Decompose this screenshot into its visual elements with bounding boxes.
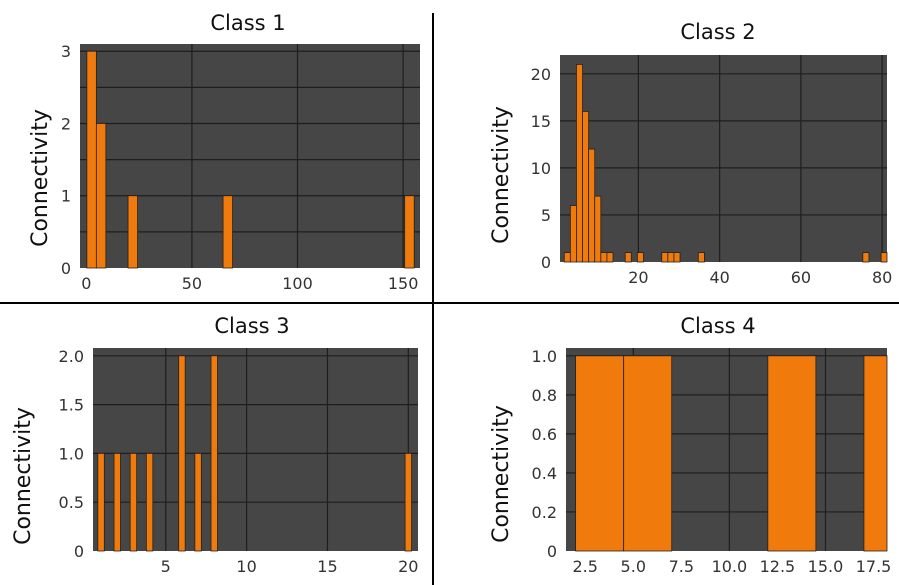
histogram-bar bbox=[667, 252, 675, 263]
histogram-bar bbox=[86, 50, 97, 269]
panel-class-1: 0 50 100 150 0 1 2 3 Class 1 Connectivity bbox=[28, 11, 420, 293]
histogram-bar bbox=[404, 195, 415, 269]
x-tick-label: 10.0 bbox=[712, 557, 748, 576]
x-tick-label: 0 bbox=[81, 274, 91, 293]
histogram-bar bbox=[95, 123, 107, 269]
x-tick-label: 100 bbox=[282, 274, 313, 293]
x-tick-label: 12.5 bbox=[760, 557, 796, 576]
histogram-bar bbox=[127, 195, 138, 269]
x-tick-label: 10 bbox=[236, 557, 256, 576]
y-tick-label: 0 bbox=[61, 259, 71, 278]
x-tick-label: 5 bbox=[161, 557, 171, 576]
y-axis-label: Connectivity bbox=[28, 109, 53, 247]
histogram-bar bbox=[863, 355, 888, 552]
x-tick-label: 20 bbox=[398, 557, 418, 576]
histogram-bar bbox=[97, 453, 105, 552]
histogram-bar bbox=[697, 252, 705, 263]
x-tick-label: 150 bbox=[388, 274, 419, 293]
histogram-bar bbox=[563, 252, 571, 263]
x-tick-label: 15 bbox=[317, 557, 337, 576]
histogram-bar bbox=[880, 252, 888, 263]
panel-class-4: 2.5 5.0 7.5 10.0 12.5 15.0 17.5 0 0.2 0.4 0.6 0.8 1.… bbox=[489, 314, 891, 576]
y-tick-label: 2 bbox=[61, 114, 71, 133]
histogram-bar bbox=[862, 252, 870, 263]
histogram-bar bbox=[623, 355, 673, 552]
y-tick-label: 3 bbox=[61, 42, 71, 61]
histogram-bar bbox=[624, 252, 632, 263]
panel-class-3: 5 10 15 20 0 0.5 1.0 1.5 2.0 Class 3 Connectivity bbox=[11, 314, 418, 576]
histogram-bar bbox=[145, 453, 154, 552]
y-tick-label: 20 bbox=[531, 65, 551, 84]
y-tick-label: 5 bbox=[541, 206, 551, 225]
y-tick-label: 10 bbox=[531, 159, 551, 178]
panel-title: Class 3 bbox=[214, 314, 289, 338]
histogram-bar bbox=[129, 453, 138, 552]
histogram-bar bbox=[588, 148, 596, 263]
histogram-bar bbox=[661, 252, 669, 263]
histogram-bar bbox=[404, 453, 412, 552]
histogram-bar bbox=[673, 252, 681, 263]
histogram-bar bbox=[582, 111, 590, 263]
y-tick-label: 0.8 bbox=[532, 386, 557, 405]
x-tick-label: 50 bbox=[182, 274, 202, 293]
y-tick-label: 1.5 bbox=[59, 396, 84, 415]
plot-area bbox=[93, 348, 418, 551]
y-tick-label: 0.6 bbox=[532, 425, 557, 444]
x-tick-label: 15.0 bbox=[808, 557, 844, 576]
histogram-bar bbox=[569, 205, 577, 263]
y-tick-label: 0.5 bbox=[59, 493, 84, 512]
y-tick-label: 1.0 bbox=[59, 444, 84, 463]
x-tick-label: 2.5 bbox=[572, 557, 597, 576]
y-tick-label: 0 bbox=[541, 253, 551, 272]
panel-class-2: 20 40 60 80 0 5 10 15 20 Class 2 Connectivity bbox=[489, 20, 892, 287]
y-tick-label: 0 bbox=[547, 542, 557, 561]
histogram-bar bbox=[113, 453, 121, 552]
histogram-bar bbox=[575, 355, 625, 552]
histogram-bar bbox=[210, 355, 218, 552]
y-axis-label: Connectivity bbox=[489, 106, 514, 244]
histogram-bar bbox=[594, 195, 602, 263]
x-tick-label: 60 bbox=[791, 268, 811, 287]
histogram-bar bbox=[767, 355, 817, 552]
x-tick-label: 40 bbox=[709, 268, 729, 287]
histogram-bar bbox=[222, 195, 233, 269]
y-tick-label: 0.2 bbox=[532, 503, 557, 522]
x-tick-label: 20 bbox=[628, 268, 648, 287]
x-tick-label: 80 bbox=[872, 268, 892, 287]
histogram-bar bbox=[600, 252, 608, 263]
panel-title: Class 4 bbox=[680, 314, 755, 338]
histogram-bar bbox=[576, 64, 583, 263]
y-tick-label: 1.0 bbox=[532, 347, 557, 366]
y-tick-label: 1 bbox=[61, 187, 71, 206]
panel-title: Class 2 bbox=[680, 20, 755, 44]
y-axis-label: Connectivity bbox=[11, 407, 36, 545]
y-axis-label: Connectivity bbox=[489, 405, 514, 543]
y-tick-label: 15 bbox=[531, 112, 551, 131]
plot-area bbox=[560, 55, 887, 262]
panel-title: Class 1 bbox=[210, 11, 285, 35]
histogram-bar bbox=[606, 252, 614, 263]
histogram-bar bbox=[636, 252, 644, 263]
histogram-bar bbox=[178, 355, 186, 552]
y-tick-label: 0.4 bbox=[532, 464, 557, 483]
y-tick-label: 2.0 bbox=[59, 347, 84, 366]
y-tick-label: 0 bbox=[74, 542, 84, 561]
histogram-bar bbox=[194, 453, 202, 552]
x-tick-label: 5.0 bbox=[621, 557, 646, 576]
x-tick-label: 17.5 bbox=[856, 557, 892, 576]
x-tick-label: 7.5 bbox=[669, 557, 694, 576]
